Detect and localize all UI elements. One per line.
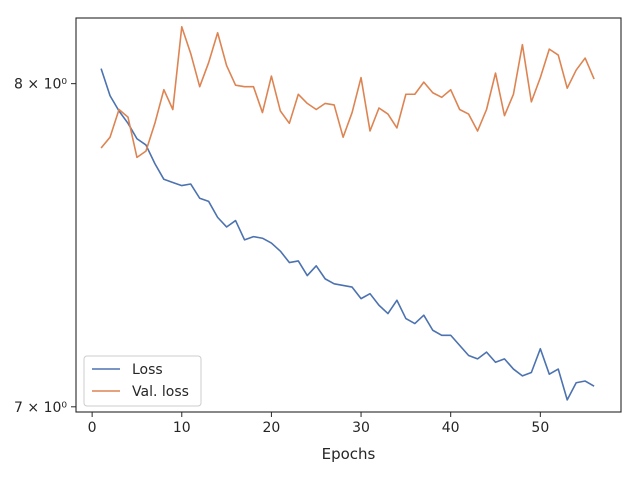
series-layer [100, 26, 595, 401]
x-tick-label: 10 [173, 420, 191, 436]
plot-area [75, 17, 622, 413]
series-line-loss [100, 68, 595, 401]
x-tick-label: 20 [262, 420, 280, 436]
legend-label: Loss [132, 362, 163, 378]
legend: Loss Val. loss [83, 355, 202, 407]
x-tick-label: 0 [88, 420, 97, 436]
y-axis: 7 × 10⁰ 8 × 10⁰ [14, 77, 76, 416]
y-tick-label: 7 × 10⁰ [14, 400, 67, 416]
series-line-val-loss [100, 26, 595, 159]
y-tick-label: 8 × 10⁰ [14, 77, 67, 93]
legend-label: Val. loss [132, 384, 189, 400]
plot-frame [75, 17, 622, 413]
x-tick-label: 30 [352, 420, 370, 436]
x-axis: 0 10 20 30 40 50 [88, 412, 549, 436]
x-axis-label: Epochs [322, 445, 376, 463]
x-tick-label: 50 [531, 420, 549, 436]
x-tick-label: 40 [442, 420, 460, 436]
